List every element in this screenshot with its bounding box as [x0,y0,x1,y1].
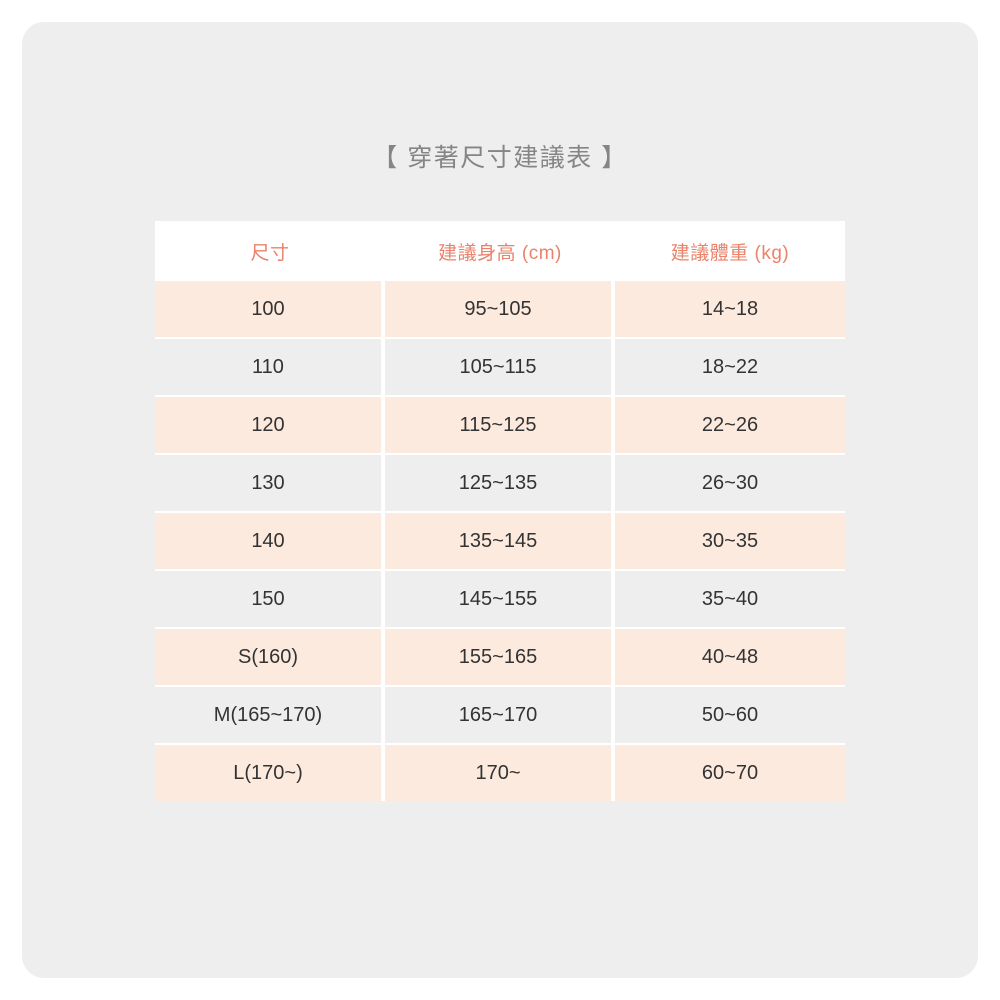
cell-height: 135~145 [385,513,615,571]
cell-size: S(160) [155,629,385,687]
cell-height: 165~170 [385,687,615,745]
cell-height: 115~125 [385,397,615,455]
cell-weight: 26~30 [615,455,845,513]
cell-weight: 22~26 [615,397,845,455]
table-row: S(160) 155~165 40~48 [155,629,845,687]
table-row: 110 105~115 18~22 [155,339,845,397]
table-row: 140 135~145 30~35 [155,513,845,571]
cell-height: 155~165 [385,629,615,687]
cell-size: M(165~170) [155,687,385,745]
cell-size: 150 [155,571,385,629]
table-row: 130 125~135 26~30 [155,455,845,513]
cell-size: 130 [155,455,385,513]
column-header-size: 尺寸 [155,221,385,281]
cell-weight: 14~18 [615,281,845,339]
cell-weight: 40~48 [615,629,845,687]
cell-height: 145~155 [385,571,615,629]
table-row: L(170~) 170~ 60~70 [155,745,845,801]
column-header-height: 建議身高 (cm) [385,221,615,281]
cell-height: 125~135 [385,455,615,513]
cell-height: 95~105 [385,281,615,339]
cell-size: 120 [155,397,385,455]
table-header: 尺寸 建議身高 (cm) 建議體重 (kg) [155,221,845,281]
table-header-row: 尺寸 建議身高 (cm) 建議體重 (kg) [155,221,845,281]
table-row: 120 115~125 22~26 [155,397,845,455]
cell-weight: 60~70 [615,745,845,801]
cell-height: 105~115 [385,339,615,397]
column-header-weight: 建議體重 (kg) [615,221,845,281]
cell-size: 100 [155,281,385,339]
size-recommendation-table: 尺寸 建議身高 (cm) 建議體重 (kg) 100 95~105 14~18 … [155,221,845,801]
cell-size: 110 [155,339,385,397]
cell-size: 140 [155,513,385,571]
cell-weight: 18~22 [615,339,845,397]
table-row: 150 145~155 35~40 [155,571,845,629]
table-body: 100 95~105 14~18 110 105~115 18~22 120 1… [155,281,845,801]
cell-weight: 50~60 [615,687,845,745]
cell-weight: 35~40 [615,571,845,629]
table-row: M(165~170) 165~170 50~60 [155,687,845,745]
cell-weight: 30~35 [615,513,845,571]
page-title: 【 穿著尺寸建議表 】 [372,144,628,172]
table-row: 100 95~105 14~18 [155,281,845,339]
cell-size: L(170~) [155,745,385,801]
cell-height: 170~ [385,745,615,801]
